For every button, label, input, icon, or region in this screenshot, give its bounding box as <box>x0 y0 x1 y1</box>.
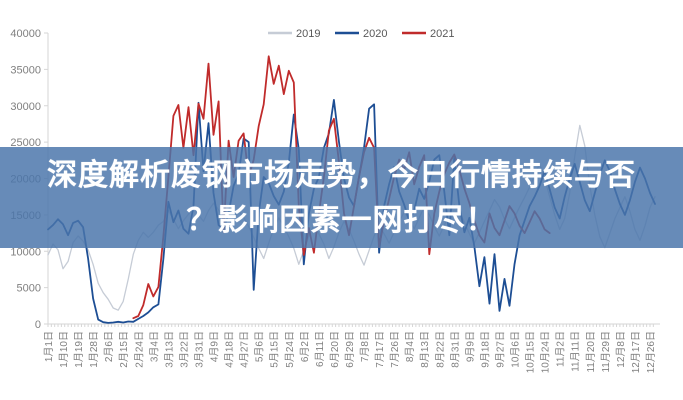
x-axis-label: 11月2日 <box>555 331 567 367</box>
headline-line-1: 深度解析废钢市场走势，今日行情持续与否 <box>47 158 636 192</box>
x-axis-label: 5月15日 <box>269 331 281 368</box>
x-axis-label: 4月9日 <box>209 331 221 362</box>
x-axis-label: 11月11日 <box>570 331 582 372</box>
y-axis-label: 25000 <box>10 137 41 149</box>
y-axis-label: 35000 <box>10 64 41 76</box>
x-axis-label: 4月27日 <box>239 331 251 368</box>
legend-label-2020: 2020 <box>363 28 387 40</box>
y-axis-label: 40000 <box>10 28 41 40</box>
headline-text: 深度解析废钢市场走势，今日行情持续与否 ？影响因素一网打尽！ <box>47 153 636 243</box>
x-axis-label: 6月11日 <box>314 331 326 367</box>
y-axis-label: 10000 <box>10 246 41 258</box>
x-axis-label: 8月22日 <box>434 331 446 368</box>
headline-banner: 深度解析废钢市场走势，今日行情持续与否 ？影响因素一网打尽！ <box>0 147 683 248</box>
x-axis-label: 1月10日 <box>58 331 70 368</box>
x-axis-label: 11月20日 <box>585 331 597 373</box>
x-axis-label: 5月6日 <box>254 331 266 362</box>
x-axis-label: 3月4日 <box>148 331 160 362</box>
x-axis-label: 5月24日 <box>284 331 296 368</box>
x-axis-label: 4月18日 <box>224 331 236 368</box>
y-axis-label: 5000 <box>17 283 41 295</box>
x-axis-label: 9月18日 <box>479 331 491 368</box>
x-axis-label: 10月15日 <box>525 331 537 373</box>
x-axis-label: 3月13日 <box>163 331 175 368</box>
x-axis-label: 3月22日 <box>178 331 190 368</box>
y-axis-label: 0 <box>35 319 41 331</box>
x-axis-label: 11月29日 <box>600 331 612 373</box>
x-axis-label: 1月1日 <box>43 331 55 362</box>
x-axis-label: 12月8日 <box>615 331 627 368</box>
x-axis-label: 2月15日 <box>118 331 130 368</box>
x-axis-label: 9月27日 <box>494 331 506 368</box>
headline-line-2: ？影响因素一网打尽！ <box>186 203 497 237</box>
legend-label-2021: 2021 <box>430 28 454 40</box>
x-axis-label: 10月6日 <box>510 331 522 368</box>
x-axis-label: 7月17日 <box>374 331 386 368</box>
x-axis-label: 3月31日 <box>193 331 205 368</box>
x-axis-label: 6月29日 <box>344 331 356 368</box>
x-axis-label: 6月2日 <box>299 331 311 362</box>
x-axis-label: 7月8日 <box>359 331 371 362</box>
x-axis-label: 9月9日 <box>464 331 476 362</box>
x-axis-label: 7月26日 <box>389 331 401 368</box>
x-axis-label: 10月24日 <box>540 331 552 373</box>
x-axis-label: 8月31日 <box>449 331 461 368</box>
x-axis-label: 12月17日 <box>630 331 642 373</box>
x-axis-label: 8月4日 <box>404 331 416 362</box>
x-axis-label: 8月13日 <box>419 331 431 368</box>
x-axis-label: 1月19日 <box>73 331 85 368</box>
legend-label-2019: 2019 <box>296 28 320 40</box>
x-axis-label: 6月20日 <box>329 331 341 368</box>
x-axis-label: 1月28日 <box>88 331 100 368</box>
x-axis-label: 12月26日 <box>645 331 657 373</box>
x-axis-label: 2月6日 <box>103 331 115 362</box>
y-axis-label: 30000 <box>10 101 41 113</box>
x-axis-label: 2月24日 <box>133 331 145 368</box>
